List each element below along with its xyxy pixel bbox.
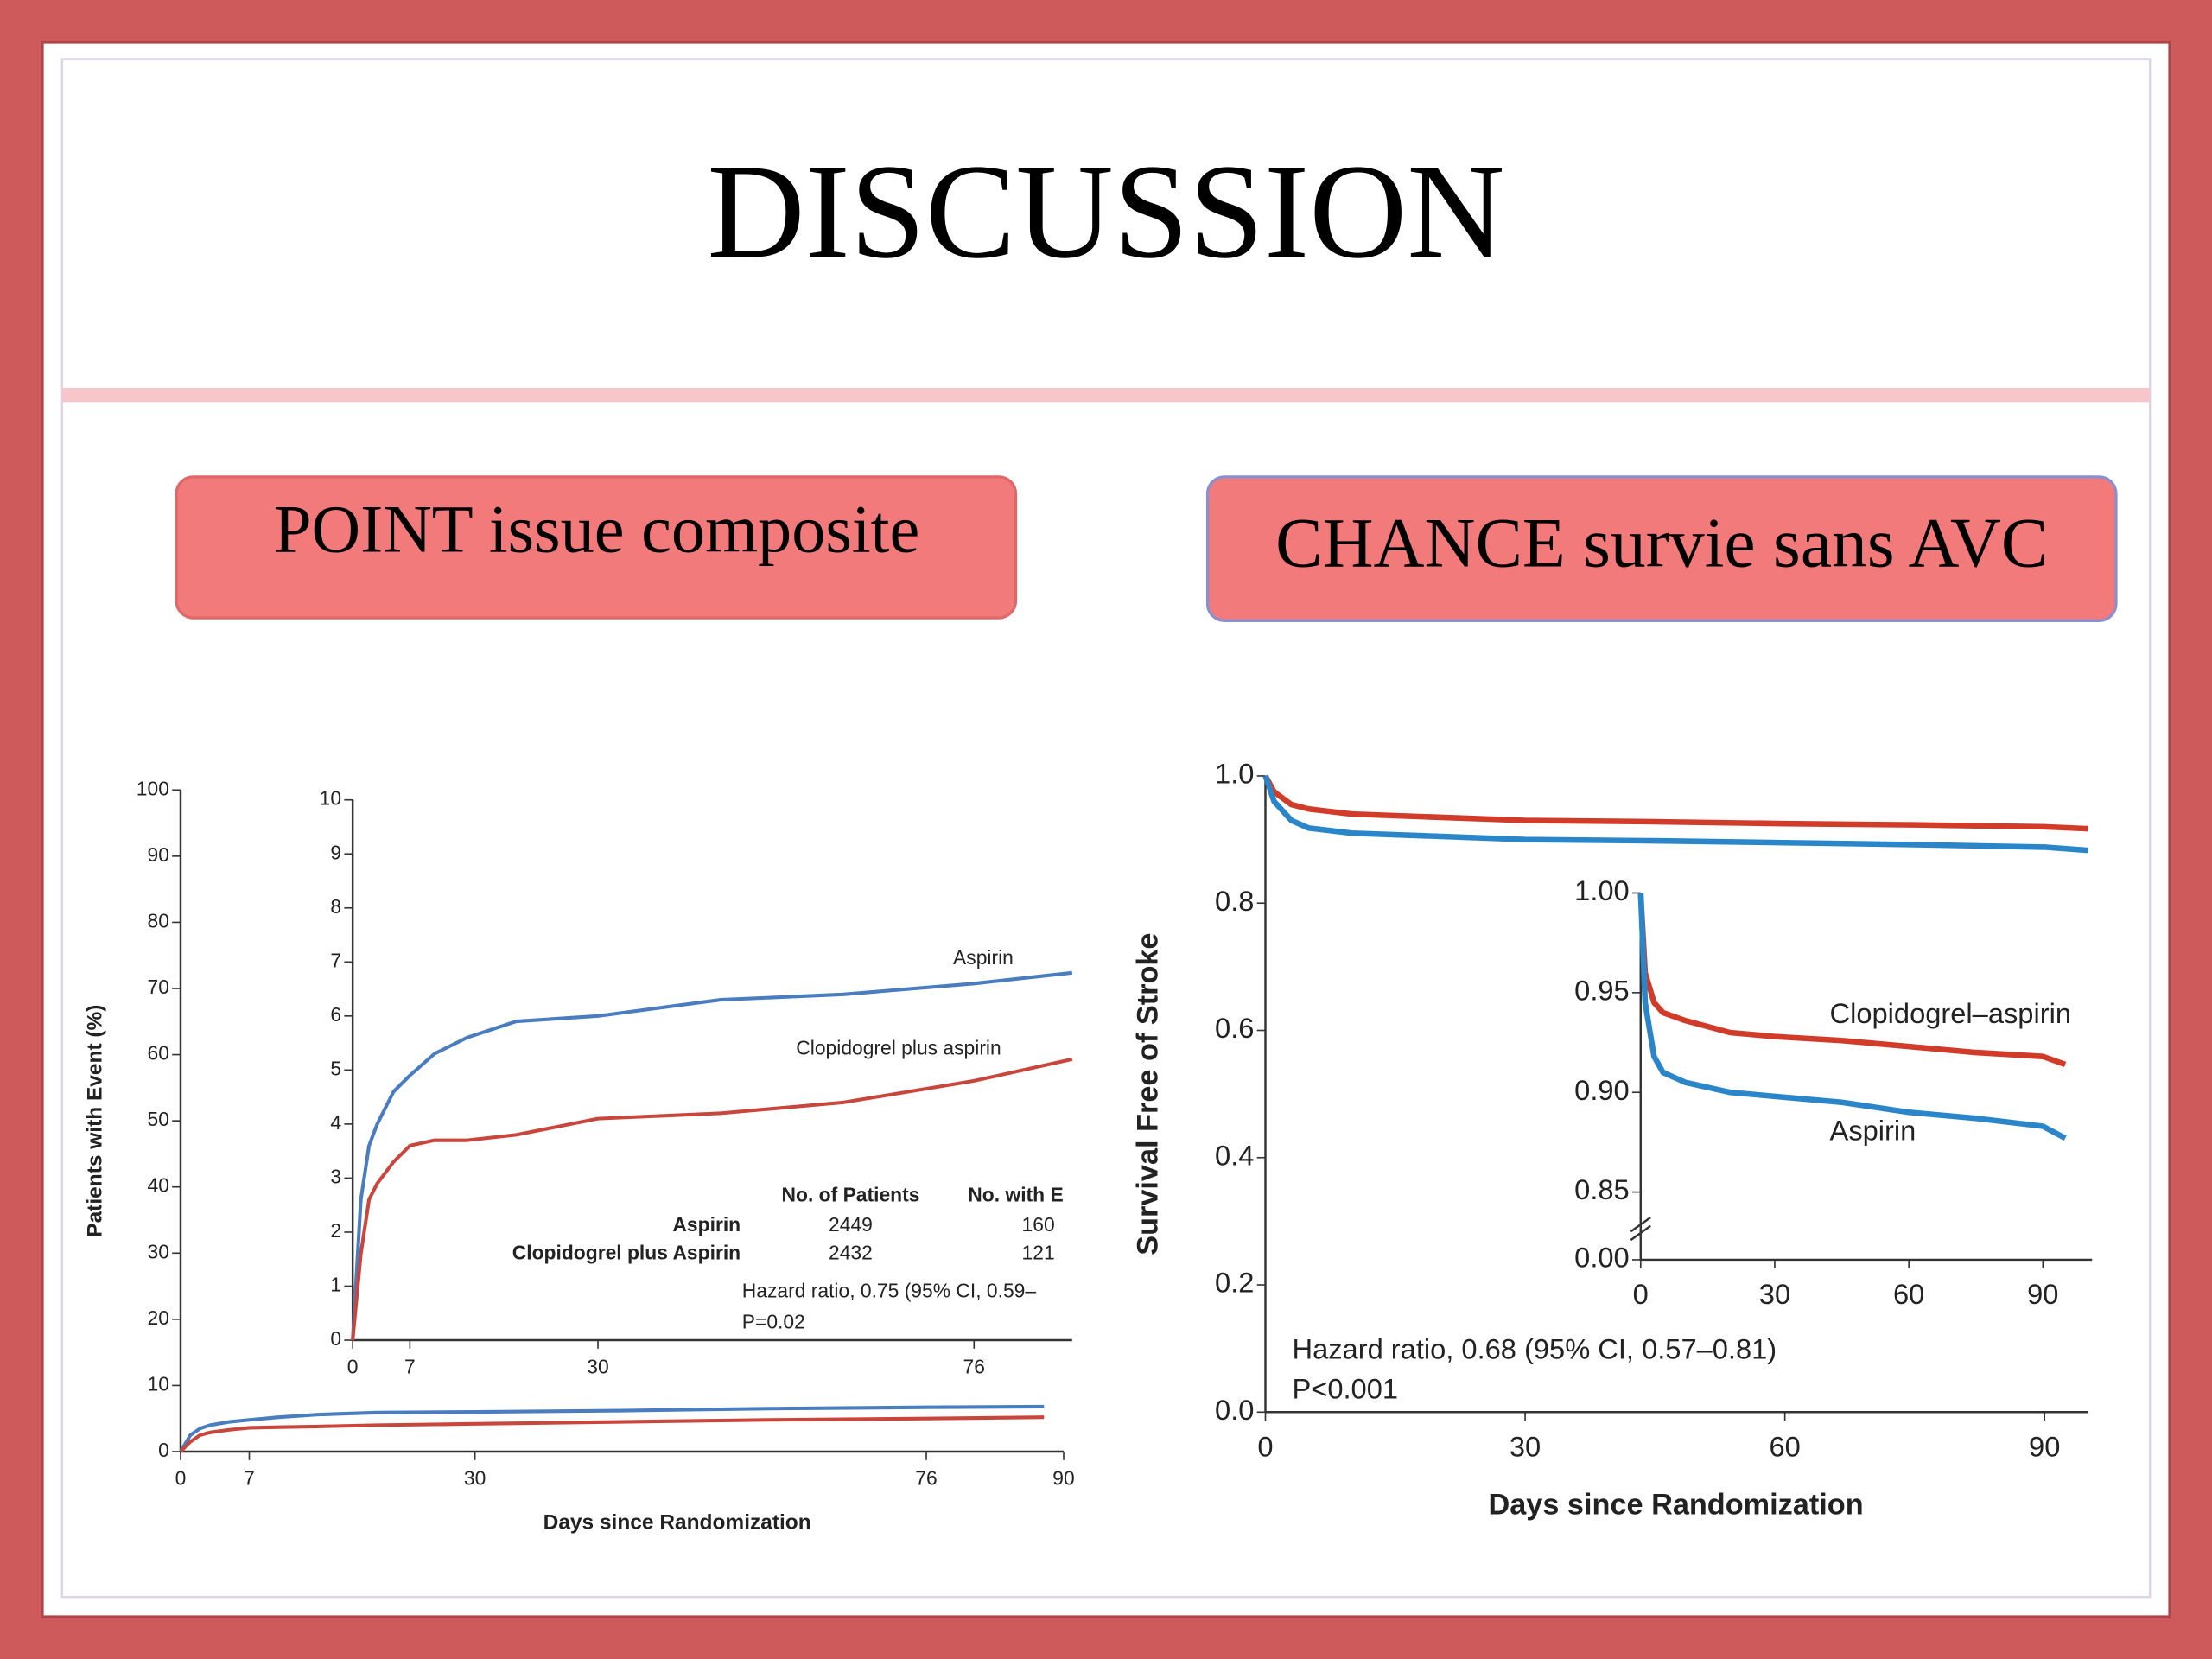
y-tick-label: 2 [330,1219,341,1242]
y-tick-label: 0.0 [1215,1394,1254,1426]
table-cell: 2432 [829,1241,873,1263]
x-tick-label: 60 [1769,1430,1800,1462]
series-line [1262,774,2088,832]
x-tick-label: 90 [2027,1278,2058,1310]
label-box [1205,475,2118,622]
y-tick-label: 4 [330,1111,341,1134]
y-axis-label: Survival Free of Stroke [1132,932,1165,1255]
annotation: Hazard ratio, 0.68 (95% CI, 0.57–0.81) [1293,1333,1777,1365]
y-tick-label: 0.2 [1215,1267,1254,1299]
y-tick-label: 8 [330,895,341,918]
slide-title: DISCUSSION [707,136,1504,286]
y-tick-label: 0 [158,1439,169,1461]
x-tick-label: 30 [1759,1278,1790,1310]
divider [61,387,2151,403]
series-line [351,970,1073,1341]
table-header: No. of Patients [782,1184,920,1206]
table-row-label: Aspirin [672,1213,741,1236]
series-label: Aspirin [953,946,1014,969]
y-tick-label: 90 [147,843,168,866]
x-axis-label: Days since Randomization [1489,1489,1864,1522]
y-tick-label: 70 [147,976,168,998]
slide-panel [41,41,2171,1618]
annotation: P<0.001 [1293,1372,1399,1404]
table-cell: 121 [1022,1241,1055,1263]
y-tick-label: 0 [330,1327,341,1350]
series-line [179,1404,1045,1453]
x-tick-label: 7 [404,1356,416,1378]
y-tick-label: 0.90 [1574,1074,1630,1106]
y-tick-label: 10 [320,787,341,810]
annotation: Hazard ratio, 0.75 (95% CI, 0.59– [742,1280,1037,1302]
axis-break [1630,1224,1651,1242]
y-tick-label: 0.85 [1574,1173,1630,1205]
x-tick-label: 30 [464,1467,486,1490]
y-tick-label: 10 [147,1372,168,1395]
x-tick-label: 76 [915,1467,937,1490]
series-line [351,1057,1073,1341]
y-tick-label: 5 [330,1057,341,1079]
table-cell: 2449 [829,1213,873,1236]
series-line [179,1415,1045,1453]
x-axis-label: Days since Randomization [543,1511,811,1535]
y-tick-label: 9 [330,841,341,863]
y-tick-label: 0.8 [1215,885,1254,917]
y-tick-label: 80 [147,909,168,931]
y-tick-label: 20 [147,1306,168,1329]
annotation: P=0.02 [742,1310,805,1332]
x-tick-label: 0 [175,1467,187,1490]
y-tick-label: 30 [147,1240,168,1262]
y-tick-label: 1.0 [1215,758,1254,790]
y-tick-label: 60 [147,1042,168,1065]
y-tick-label: 0.00 [1574,1242,1630,1274]
x-tick-label: 30 [1510,1430,1541,1462]
box-label: CHANCE survie sans AVC [1275,503,2048,582]
series-label: Clopidogrel plus aspirin [796,1037,1001,1059]
y-tick-label: 100 [137,777,169,799]
y-tick-label: 0.6 [1215,1012,1254,1044]
y-tick-label: 0.95 [1574,974,1630,1006]
y-tick-label: 40 [147,1174,168,1197]
x-tick-label: 90 [1052,1467,1074,1490]
series-label: Aspirin [1830,1115,1916,1147]
x-tick-label: 76 [963,1356,985,1378]
inner-frame [60,58,2152,1599]
y-tick-label: 6 [330,1003,341,1026]
y-tick-label: 50 [147,1108,168,1130]
y-tick-label: 7 [330,949,341,971]
axis-break [1630,1216,1651,1233]
y-axis-label: Patients with Event (%) [83,1005,106,1237]
x-tick-label: 60 [1893,1278,1924,1310]
x-tick-label: 0 [347,1356,359,1378]
series-line [1637,893,2067,1141]
table-row-label: Clopidogrel plus Aspirin [512,1241,741,1263]
box-label: POINT issue composite [274,491,919,566]
y-tick-label: 3 [330,1165,341,1187]
table-header: No. with E [968,1184,1063,1206]
x-tick-label: 0 [1257,1430,1273,1462]
series-label: Clopidogrel–aspirin [1830,997,2071,1029]
x-tick-label: 90 [2029,1430,2060,1462]
x-tick-label: 0 [1633,1278,1649,1310]
x-tick-label: 30 [587,1356,608,1378]
label-box [175,475,1018,620]
series-line [1637,893,2067,1067]
y-tick-label: 1 [330,1274,341,1296]
y-tick-label: 0.4 [1215,1139,1254,1171]
x-tick-label: 7 [244,1467,255,1490]
series-line [1262,774,2088,854]
y-tick-label: 1.00 [1574,874,1630,906]
table-cell: 160 [1022,1213,1055,1236]
